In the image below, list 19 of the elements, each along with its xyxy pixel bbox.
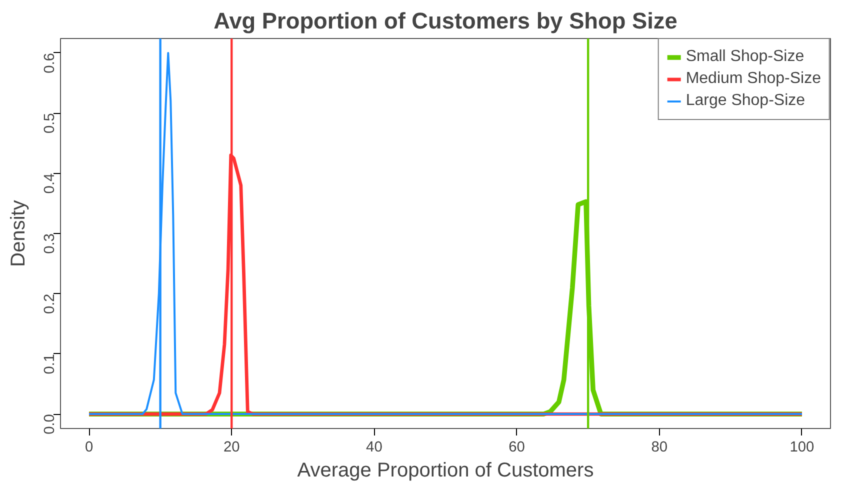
legend-label: Medium Shop-Size [686, 70, 821, 88]
x-axis-title: Average Proportion of Customers [297, 460, 594, 482]
x-tick-label: 100 [790, 440, 814, 456]
x-tick-label: 0 [84, 440, 94, 456]
y-tick-label: 0.1 [42, 354, 58, 374]
chart-title: Avg Proportion of Customers by Shop Size [214, 8, 678, 34]
y-axis-title: Density [8, 200, 30, 267]
x-tick-label: 80 [651, 440, 668, 456]
x-tick-label: 40 [366, 440, 382, 456]
y-tick-label: 0.6 [42, 52, 58, 74]
legend-label: Small Shop-Size [686, 48, 804, 66]
legend-label: Large Shop-Size [686, 92, 806, 110]
y-tick-label: 0.5 [42, 113, 58, 134]
x-tick-label: 60 [508, 440, 525, 456]
x-tick-label: 20 [223, 440, 240, 456]
y-tick-label: 0.3 [42, 234, 58, 254]
y-tick-label: 0.0 [42, 414, 58, 434]
y-tick-label: 0.2 [42, 294, 58, 314]
y-tick-label: 0.4 [42, 173, 58, 194]
